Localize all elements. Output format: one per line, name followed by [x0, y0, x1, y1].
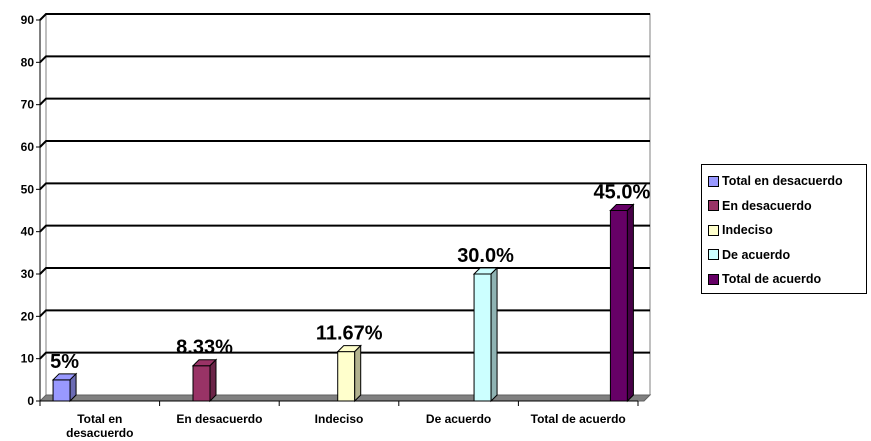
bar-side — [354, 344, 362, 403]
legend-swatch — [708, 249, 719, 261]
y-tick-label: 0 — [27, 394, 34, 408]
data-label: 45.0% — [594, 182, 651, 204]
legend-label: Total de acuerdo — [722, 272, 822, 287]
bar — [473, 273, 492, 402]
gridline — [39, 140, 650, 148]
legend-item: Indeciso — [708, 218, 866, 243]
gridline — [39, 351, 650, 360]
bar — [609, 210, 628, 402]
gridline — [39, 97, 650, 106]
y-tick-label: 70 — [21, 98, 35, 112]
y-tick-label: 10 — [21, 352, 35, 366]
legend-label: De acuerdo — [722, 247, 791, 262]
bar-side — [209, 358, 217, 403]
bar-side — [490, 266, 498, 403]
legend-swatch — [708, 175, 719, 187]
gridline — [39, 309, 650, 318]
y-tick-label: 60 — [21, 140, 35, 154]
y-tick-label: 90 — [21, 13, 35, 27]
y-tick-label: 20 — [21, 309, 35, 323]
bar — [337, 351, 356, 402]
legend-item: De acuerdo — [708, 243, 866, 268]
gridline — [39, 267, 650, 275]
legend-item: En desacuerdo — [708, 194, 866, 219]
legend-item: Total de acuerdo — [708, 267, 866, 292]
legend-swatch — [708, 200, 719, 212]
plot-area: 0 10 20 30 40 50 60 70 80 90 5% 8.33% 11.67% 30.0% 45.… — [21, 13, 652, 440]
legend: Total en desacuerdo En desacuerdo Indeci… — [701, 164, 867, 294]
x-tick-label: Total de acuerdo — [531, 412, 626, 426]
data-label: 30.0% — [457, 245, 514, 267]
legend-swatch — [708, 224, 719, 236]
y-tick-label: 80 — [21, 55, 35, 69]
gridline — [39, 55, 650, 64]
bar-side — [626, 203, 634, 403]
plot-background — [45, 13, 651, 396]
legend-label: En desacuerdo — [722, 198, 812, 213]
y-tick-label: 30 — [21, 267, 35, 281]
legend-swatch — [708, 273, 719, 285]
y-tick-label: 40 — [21, 225, 35, 239]
legend-label: Total en desacuerdo — [722, 174, 843, 189]
x-tick-label: De acuerdo — [426, 412, 491, 426]
data-label: 5% — [50, 351, 79, 373]
gridline — [39, 13, 650, 21]
x-tick-label: En desacuerdo — [176, 412, 262, 426]
gridline — [39, 182, 650, 191]
bar-side — [69, 372, 77, 403]
bar — [192, 365, 211, 402]
bar — [52, 379, 71, 402]
gridline — [39, 224, 650, 233]
x-tick-label: Total en desacuerdo — [66, 412, 133, 440]
legend-item: Total en desacuerdo — [708, 169, 866, 194]
data-label: 11.67% — [316, 323, 383, 345]
y-tick-label: 50 — [21, 182, 35, 196]
data-label: 8.33% — [176, 337, 233, 359]
legend-label: Indeciso — [722, 223, 773, 238]
x-tick-label: Indeciso — [315, 412, 364, 426]
